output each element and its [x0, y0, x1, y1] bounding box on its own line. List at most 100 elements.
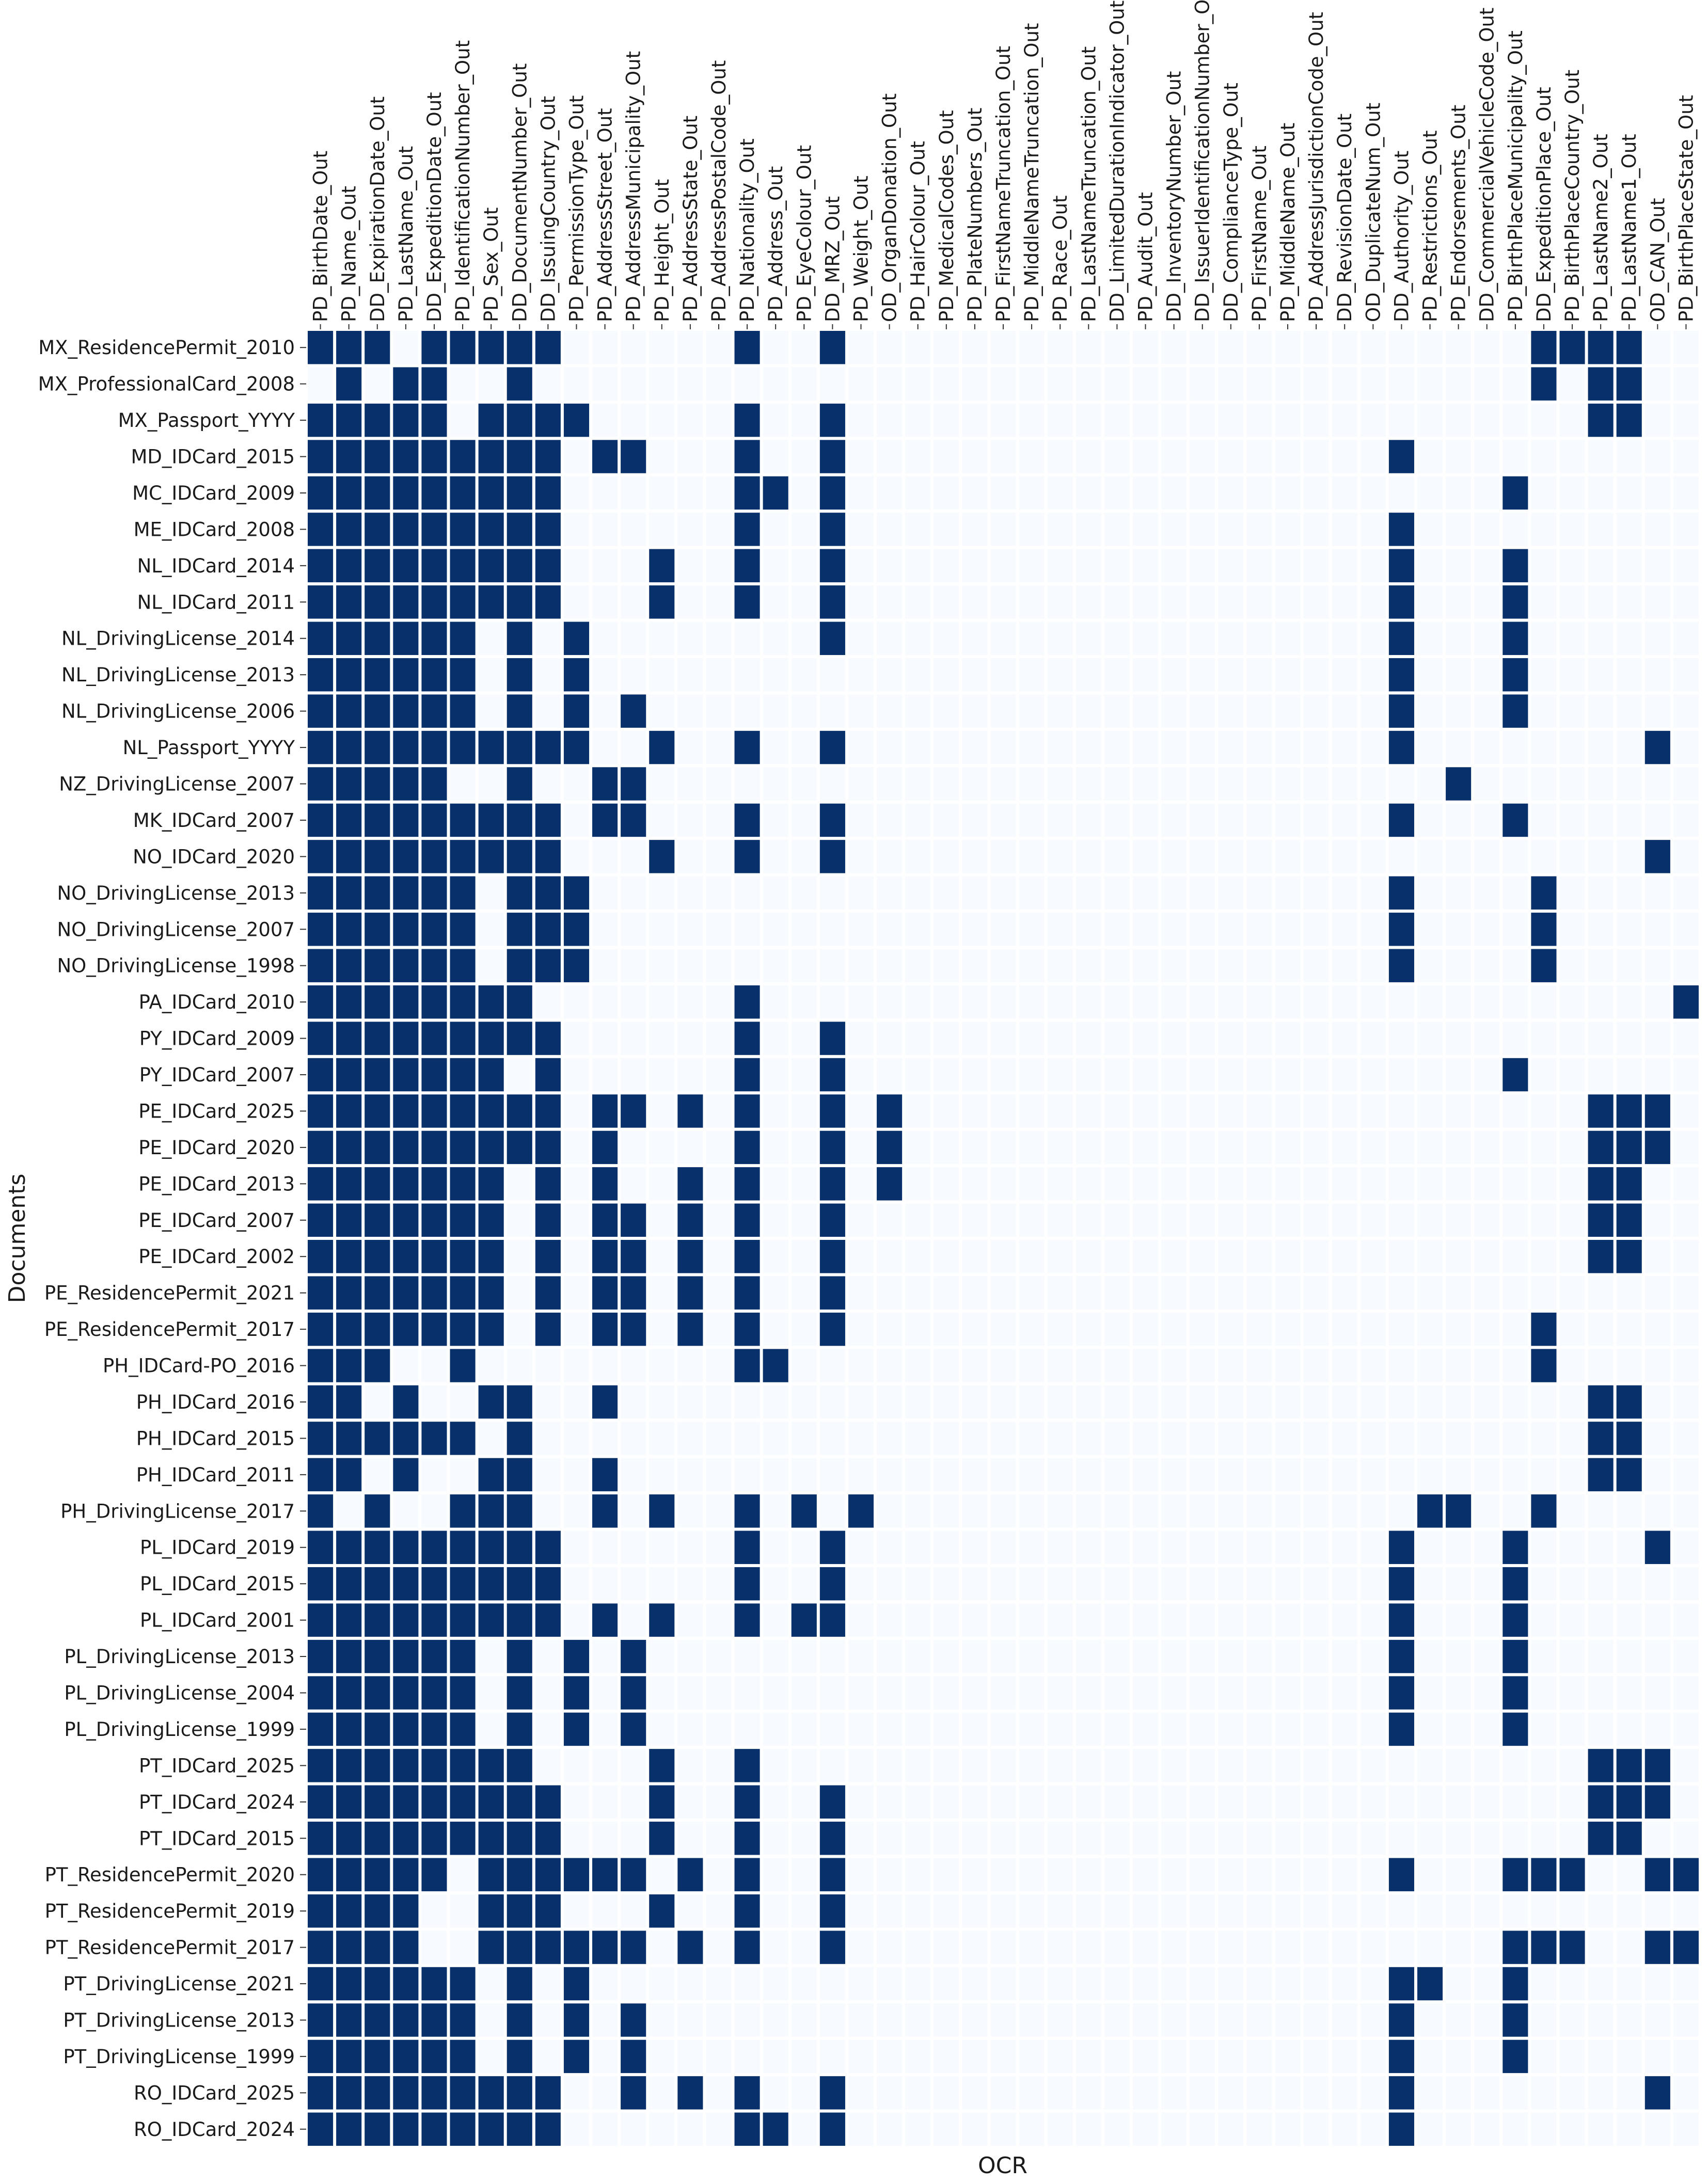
heatmap-cell [1019, 513, 1045, 546]
heatmap-cell [1360, 767, 1386, 801]
heatmap-cell [1132, 1749, 1159, 1782]
heatmap-cell [1246, 876, 1272, 910]
heatmap-cell [393, 476, 419, 510]
heatmap-cell [336, 367, 362, 401]
heatmap-cell [563, 1531, 590, 1564]
heatmap-cell [1503, 658, 1528, 692]
heatmap-cell [990, 1458, 1016, 1492]
heatmap-cell [1616, 331, 1642, 364]
heatmap-cell [1644, 585, 1670, 619]
heatmap-cell [1531, 331, 1557, 364]
heatmap-cell [1132, 1022, 1159, 1055]
heatmap-cell [1531, 1422, 1557, 1455]
row-label: PA_IDCard_2010 [139, 991, 295, 1013]
heatmap-cell [393, 1422, 419, 1455]
heatmap-cell [1503, 1276, 1528, 1310]
heatmap-cell [1132, 1822, 1159, 1855]
heatmap-cell [563, 1276, 590, 1310]
heatmap-cell [1246, 1858, 1272, 1891]
heatmap-cell [563, 658, 590, 692]
heatmap-cell [1161, 1130, 1187, 1165]
heatmap-cell [365, 1822, 390, 1855]
heatmap-cell [990, 1058, 1016, 1092]
heatmap-cell [1616, 1022, 1642, 1055]
heatmap-cell [393, 913, 419, 946]
heatmap-cell [1559, 440, 1585, 473]
heatmap-cell [1246, 1603, 1272, 1637]
heatmap-cell [848, 949, 874, 982]
heatmap-cell [1673, 1567, 1699, 1601]
heatmap-cell [1588, 621, 1614, 655]
heatmap-cell [1246, 1494, 1272, 1528]
heatmap-cell [1190, 1422, 1215, 1455]
heatmap-cell [336, 1603, 362, 1637]
heatmap-cell [848, 1422, 874, 1455]
heatmap-cell [1559, 549, 1585, 583]
heatmap-cell [535, 1422, 561, 1455]
heatmap-cell [1161, 476, 1187, 510]
heatmap-cell [819, 1931, 845, 1964]
heatmap-cell [365, 1422, 390, 1455]
heatmap-cell [791, 1349, 817, 1382]
heatmap-cell [1076, 1167, 1101, 1201]
heatmap-cell [1275, 1094, 1301, 1128]
heatmap-cell [1503, 1494, 1528, 1528]
heatmap-cell [1531, 1022, 1557, 1055]
heatmap-cell [1531, 1385, 1557, 1419]
heatmap-cell [677, 1858, 703, 1891]
heatmap-cell [450, 840, 476, 873]
heatmap-cell [563, 1603, 590, 1637]
heatmap-cell [962, 1749, 988, 1782]
heatmap-cell [1047, 1785, 1073, 1819]
heatmap-cell [1559, 1785, 1585, 1819]
heatmap-cell [1616, 1639, 1642, 1673]
heatmap-cell [1218, 658, 1244, 692]
heatmap-cell [592, 1712, 618, 1746]
heatmap-cell [450, 403, 476, 437]
heatmap-cell [478, 1567, 504, 1601]
heatmap-cell [535, 2112, 561, 2146]
heatmap-cell [1588, 440, 1614, 473]
heatmap-cell [535, 1967, 561, 2001]
heatmap-cell [1644, 1349, 1670, 1382]
heatmap-cell [478, 1749, 504, 1782]
heatmap-cell [1388, 1603, 1414, 1637]
heatmap-cell [478, 658, 504, 692]
heatmap-cell [1218, 1203, 1244, 1237]
heatmap-cell [934, 1094, 959, 1128]
heatmap-cell [791, 1276, 817, 1310]
heatmap-cell [1388, 1349, 1414, 1382]
heatmap-cell [535, 803, 561, 837]
heatmap-cell [1161, 1022, 1187, 1055]
heatmap-cell [649, 985, 675, 1019]
heatmap-cell [563, 1712, 590, 1746]
heatmap-cell [1559, 2039, 1585, 2074]
column-label: DD_LimitedDurationIndicator_Out [1106, 1, 1128, 322]
heatmap-cell [1076, 767, 1101, 801]
heatmap-cell [421, 730, 447, 764]
heatmap-cell [1047, 1240, 1073, 1273]
heatmap-cell [734, 621, 760, 655]
heatmap-cell [1019, 1458, 1045, 1492]
heatmap-cell [649, 767, 675, 801]
heatmap-cell [819, 1639, 845, 1673]
heatmap-cell [1559, 513, 1585, 546]
heatmap-cell [877, 549, 903, 583]
heatmap-cell [365, 331, 390, 364]
heatmap-cell [478, 1422, 504, 1455]
heatmap-cell [507, 1385, 532, 1419]
heatmap-cell [905, 1931, 931, 1964]
heatmap-cell [1474, 1967, 1500, 2001]
heatmap-cell [905, 985, 931, 1019]
heatmap-cell [1388, 1240, 1414, 1273]
heatmap-cell [1531, 1967, 1557, 2001]
heatmap-cell [1161, 403, 1187, 437]
heatmap-cell [1047, 440, 1073, 473]
heatmap-cell [563, 1058, 590, 1092]
heatmap-cell [791, 1749, 817, 1782]
heatmap-cell [393, 1603, 419, 1637]
heatmap-cell [478, 1312, 504, 1346]
heatmap-cell [1673, 2003, 1699, 2037]
heatmap-cell [1190, 2039, 1215, 2074]
heatmap-cell [877, 367, 903, 401]
